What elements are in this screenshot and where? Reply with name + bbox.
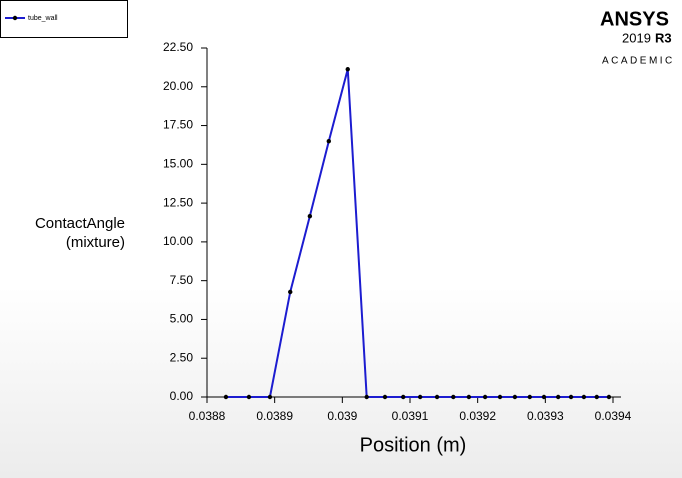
logo-edition: ACADEMIC bbox=[602, 56, 675, 67]
x-tick-label: 0.039 bbox=[327, 409, 357, 423]
data-point bbox=[512, 394, 518, 400]
data-point bbox=[482, 394, 488, 400]
data-point bbox=[382, 394, 388, 400]
data-point bbox=[434, 394, 440, 400]
data-line bbox=[225, 68, 609, 398]
y-tick-label: 10.00 bbox=[163, 234, 193, 248]
y-tick-label: 7.50 bbox=[170, 273, 194, 287]
data-point bbox=[555, 394, 561, 400]
data-point bbox=[401, 394, 406, 400]
data-point bbox=[527, 394, 532, 400]
legend-label: tube_wall bbox=[28, 15, 58, 22]
data-point bbox=[497, 394, 503, 400]
data-point bbox=[326, 139, 331, 144]
data-point bbox=[307, 213, 313, 219]
y-tick-label: 5.00 bbox=[170, 312, 194, 326]
data-point bbox=[417, 394, 423, 400]
data-point bbox=[466, 394, 472, 400]
logo-name: ANSYS bbox=[600, 8, 669, 30]
data-point bbox=[451, 394, 456, 400]
y-tick-label: 22.50 bbox=[163, 40, 193, 54]
data-point bbox=[288, 289, 293, 295]
x-tick-label: 0.0394 bbox=[595, 409, 632, 423]
x-tick-label: 0.0388 bbox=[189, 409, 226, 423]
y-axis-label: (mixture) bbox=[66, 234, 125, 251]
y-tick-label: 0.00 bbox=[170, 389, 194, 403]
data-point bbox=[568, 394, 574, 400]
data-point bbox=[581, 394, 587, 400]
logo-version: 2019 bbox=[622, 30, 651, 45]
x-tick-label: 0.0393 bbox=[527, 409, 564, 423]
logo-release: R3 bbox=[655, 30, 672, 45]
y-tick-label: 17.50 bbox=[163, 118, 193, 132]
y-tick-label: 12.50 bbox=[163, 195, 193, 209]
x-tick-label: 0.0391 bbox=[392, 409, 429, 423]
data-point bbox=[345, 67, 350, 72]
data-point bbox=[267, 394, 273, 400]
data-point bbox=[606, 394, 612, 400]
data-point bbox=[246, 394, 252, 400]
y-tick-label: 15.00 bbox=[163, 157, 193, 171]
y-axis-label: ContactAngle bbox=[35, 215, 125, 232]
data-point bbox=[223, 394, 229, 400]
x-tick-label: 0.0389 bbox=[256, 409, 293, 423]
x-axis-label: Position (m) bbox=[360, 434, 467, 456]
y-tick-label: 20.00 bbox=[163, 79, 193, 93]
legend-marker bbox=[12, 15, 18, 21]
x-tick-label: 0.0392 bbox=[459, 409, 496, 423]
y-tick-label: 2.50 bbox=[170, 350, 194, 364]
data-point bbox=[594, 394, 599, 400]
data-point bbox=[541, 394, 547, 400]
data-point bbox=[364, 394, 369, 400]
